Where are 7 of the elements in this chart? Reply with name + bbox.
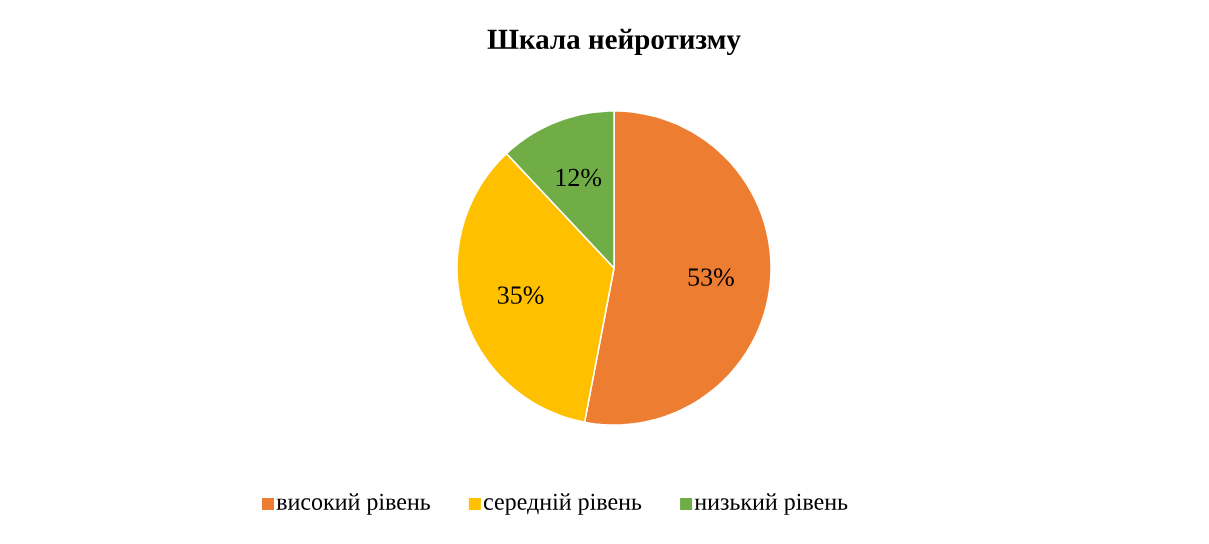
legend-label: високий рівень — [276, 493, 430, 515]
legend-label: середній рівень — [484, 493, 642, 515]
data-label: 12% — [556, 168, 602, 187]
chart-title: Шкала нейротизму — [487, 28, 741, 56]
legend-label: низький рівень — [694, 493, 848, 515]
data-label: 53% — [688, 268, 734, 286]
data-label: 35% — [497, 286, 544, 304]
